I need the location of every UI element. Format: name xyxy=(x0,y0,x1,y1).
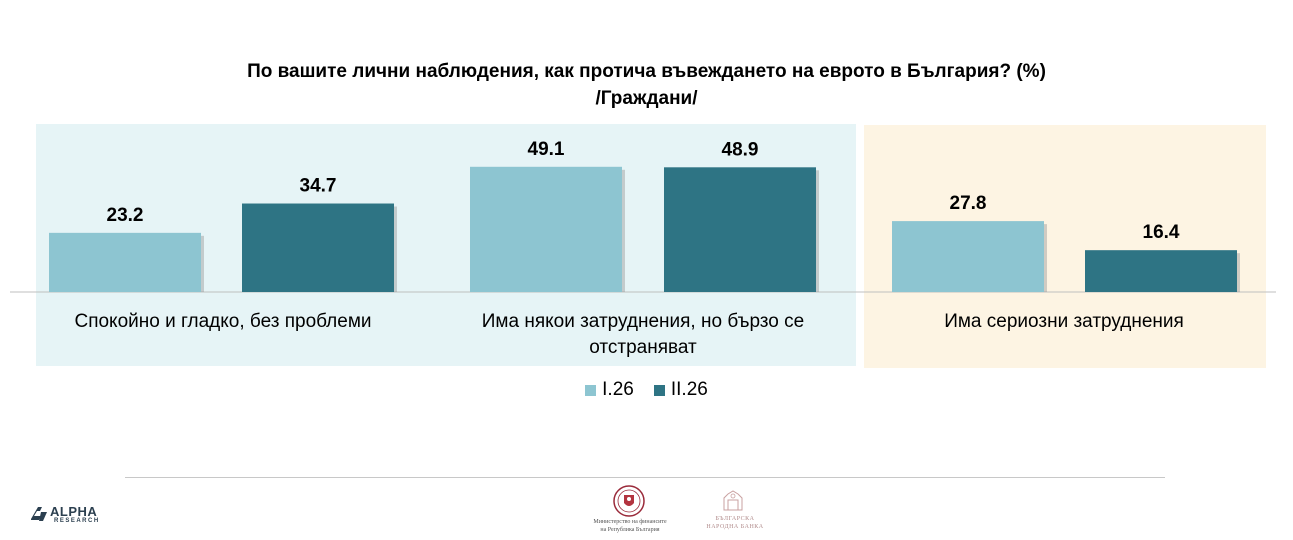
data-label-i26-cat1: 23.2 xyxy=(107,205,144,226)
data-label-ii26-cat2: 48.9 xyxy=(722,139,759,160)
minfin-line1: Министерство на финансите xyxy=(593,519,667,525)
minfin-seal-icon xyxy=(613,485,645,517)
category-label-1: Спокойно и гладко, без проблеми xyxy=(43,309,403,335)
footer-divider xyxy=(125,477,1165,478)
bnb-line2: НАРОДНА БАНКА xyxy=(706,524,764,530)
data-label-i26-cat3: 27.8 xyxy=(950,193,987,214)
minfin-line2: на Република България xyxy=(600,527,660,533)
category-label-3: Има сериозни затруднения xyxy=(874,309,1254,335)
alpha-logo-sub: RESEARCH xyxy=(54,518,100,524)
data-label-ii26-cat3: 16.4 xyxy=(1143,222,1180,243)
data-label-i26-cat2: 49.1 xyxy=(528,139,565,160)
legend-item-i26: I.26 xyxy=(585,379,634,401)
legend-label-ii26: II.26 xyxy=(670,379,708,400)
bar-ii26-cat2 xyxy=(664,167,816,292)
alpha-logo-word: ALPHA xyxy=(50,504,98,519)
category-label-line: Има сериозни затруднения xyxy=(944,311,1184,332)
alpha-research-logo: ALPHA RESEARCH xyxy=(28,503,118,527)
bar-i26-cat2 xyxy=(470,166,622,292)
category-label-line: Спокойно и гладко, без проблеми xyxy=(74,311,372,332)
bar-ii26-cat3 xyxy=(1085,250,1237,292)
category-label-line: отстраняват xyxy=(589,337,697,358)
bar-ii26-cat1 xyxy=(242,203,394,292)
chart-subtitle: /Граждани/ xyxy=(595,88,698,109)
category-label-line: Има някои затруднения, но бързо се xyxy=(481,311,805,332)
bnb-logo-text: БЪЛГАРСКА НАРОДНА БАНКА xyxy=(700,515,770,531)
bnb-line1: БЪЛГАРСКА xyxy=(715,516,755,522)
chart-title-block: По вашите лични наблюдения, как протича … xyxy=(0,58,1293,112)
alpha-research-logo-icon xyxy=(31,507,47,521)
legend-swatch-ii26 xyxy=(653,384,665,396)
legend-item-ii26: II.26 xyxy=(653,379,708,401)
legend-swatch-i26 xyxy=(585,384,597,396)
legend-label-i26: I.26 xyxy=(602,379,634,400)
minfin-logo-text: Министерство на финансите на Република Б… xyxy=(580,518,680,534)
legend: I.26 II.26 xyxy=(0,378,1293,402)
chart-title: По вашите лични наблюдения, как протича … xyxy=(247,61,1046,82)
data-label-ii26-cat1: 34.7 xyxy=(300,176,337,197)
bar-i26-cat1 xyxy=(49,232,201,292)
bar-i26-cat3 xyxy=(892,221,1044,292)
category-label-2: Има някои затруднения, но бързо се отстра… xyxy=(443,309,843,361)
bnb-seal-icon xyxy=(723,490,743,511)
